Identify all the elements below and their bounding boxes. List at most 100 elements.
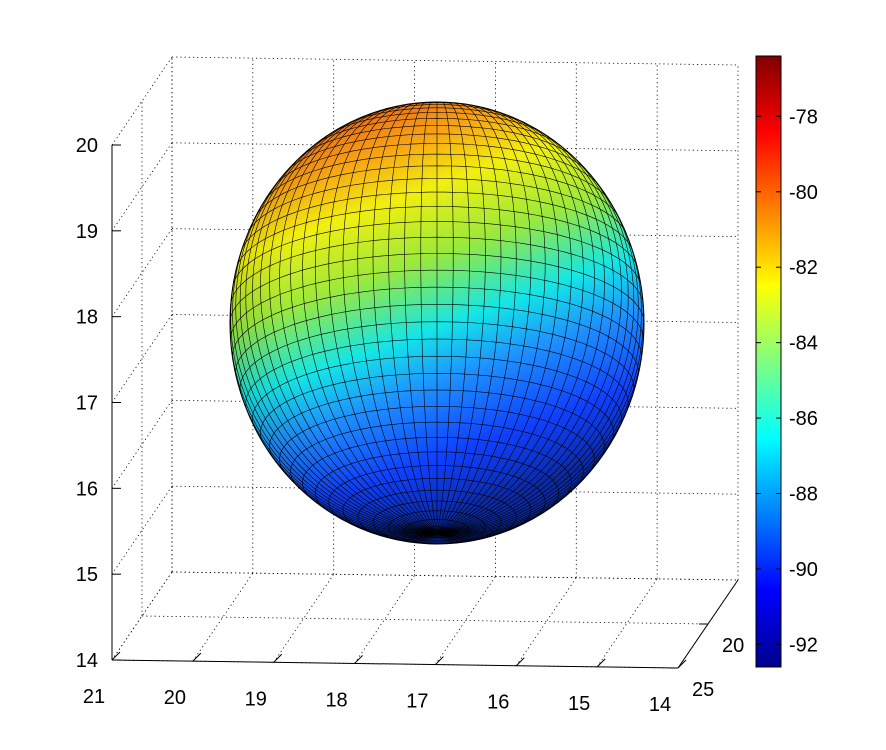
sphere-meridian (357, 103, 438, 534)
x-tick-label: 17 (406, 691, 428, 713)
x-tick-mark (515, 657, 525, 667)
sphere-meridian (436, 124, 614, 534)
sphere-meridian (436, 107, 560, 534)
colorbar-tick-label: -80 (789, 182, 818, 204)
sphere-meridian (279, 115, 438, 534)
x-tick-mark (435, 656, 444, 665)
sphere-meridian (436, 102, 470, 533)
back-wall-gridline-z (171, 56, 739, 66)
floor-gridline-x (273, 574, 335, 663)
sphere-meridian (436, 106, 546, 534)
sphere-meridian (372, 103, 438, 533)
axis-ticks: 14 15 16 17 18 19 20 21 20 19 18 17 16 15 14 25 20 (76, 135, 745, 716)
floor-gridline-x (435, 576, 496, 665)
colorbar-tick-label: -88 (789, 484, 818, 506)
floor-gridline-y (141, 615, 709, 625)
sphere-meridian (290, 111, 438, 534)
sphere-meridian (436, 119, 605, 534)
sphere-meridian (404, 102, 438, 533)
side-wall-gridline-z (111, 485, 173, 575)
sphere-meridian (436, 532, 489, 540)
y-tick-label: 25 (692, 679, 714, 701)
x-tick-label: 15 (568, 693, 590, 715)
sphere-meridian (235, 186, 438, 534)
sphere-meridian (399, 532, 438, 542)
back-wall-gridline-z (171, 571, 739, 581)
x-tick-label: 21 (83, 686, 105, 708)
colorbar-tick-label: -84 (789, 333, 818, 355)
x-tick-mark (192, 652, 202, 662)
sphere-meridian (385, 532, 438, 540)
x-tick-mark (273, 653, 283, 663)
sphere-meridian (436, 102, 454, 533)
sphere-meridian (436, 322, 644, 534)
x-tick-label: 16 (487, 692, 509, 714)
sphere-meridian (436, 110, 572, 534)
x-tick-mark (596, 658, 606, 668)
sphere-meridian (437, 377, 638, 534)
sphere-meridian (436, 164, 635, 534)
side-wall-gridline-z (111, 228, 173, 317)
sphere-meridian (328, 106, 438, 534)
colorbar: -78 -80 -82 -84 -86 -88 -90 -92 (755, 55, 818, 668)
side-wall-gridline-z (111, 314, 173, 403)
x-tick-mark (111, 651, 121, 661)
colorbar-tick-label: -82 (789, 257, 818, 279)
colorbar-tick-label: -90 (789, 559, 818, 581)
sphere-meridian (269, 119, 438, 534)
sphere-meridian (436, 225, 642, 534)
colorbar-tick-label: -86 (789, 408, 818, 430)
sphere-outline (229, 101, 645, 545)
sphere-meridian (436, 532, 457, 544)
z-tick-label: 16 (76, 478, 98, 500)
sphere-meridian (230, 322, 438, 534)
sphere-meridian (436, 111, 584, 534)
side-wall-gridline-z (111, 56, 173, 146)
sphere-meridian (232, 225, 438, 534)
sphere-meridian (342, 104, 438, 534)
floor-gridline-x (596, 578, 658, 668)
sphere-meridian (436, 104, 532, 534)
sphere-meridian (420, 102, 438, 533)
floor-gridline-x (515, 577, 577, 666)
sphere-meridian (260, 124, 438, 534)
z-tick-label: 17 (76, 393, 98, 415)
sphere-meridian (245, 145, 438, 534)
sphere-meridian (252, 134, 438, 534)
sphere-meridian (436, 268, 644, 534)
colorbar-tick-label: -78 (789, 106, 818, 128)
sphere-meridian (230, 268, 438, 534)
sphere-meridian (314, 107, 438, 534)
sphere-meridian (436, 134, 622, 534)
sphere-meridian (302, 110, 438, 534)
floor-gridline-x (192, 572, 254, 662)
x-tick-mark (354, 655, 363, 664)
sphere-meridian (417, 532, 438, 544)
x-tick-label: 19 (245, 688, 267, 710)
colorbar-strip (755, 55, 782, 668)
x-tick-mark (677, 659, 687, 669)
side-wall-gridline-z (111, 400, 173, 489)
z-tick-label: 18 (76, 307, 98, 329)
sphere-meridian (239, 164, 438, 534)
sphere-meridian (436, 186, 639, 534)
z-tick-label: 19 (76, 221, 98, 243)
sphere-meridian (236, 377, 437, 534)
sphere-meridian (436, 532, 475, 542)
x-axis-line (111, 659, 679, 669)
sphere-meridian (436, 145, 629, 534)
sphere-meridian (436, 115, 595, 534)
y-tick-label: 20 (722, 635, 744, 657)
side-wall-gridline-z (111, 142, 173, 232)
sphere-meridian (436, 103, 502, 533)
colorbar-tick-label: -92 (789, 634, 818, 656)
x-tick-label: 20 (164, 687, 186, 709)
sphere-surface (229, 101, 645, 545)
sphere-meridian (436, 103, 517, 534)
x-tick-label: 18 (325, 689, 347, 711)
sphere-meridian (436, 102, 486, 533)
sphere-meridian (388, 102, 438, 533)
z-tick-label: 20 (76, 135, 98, 157)
side-wall-gridline-z (111, 571, 173, 661)
